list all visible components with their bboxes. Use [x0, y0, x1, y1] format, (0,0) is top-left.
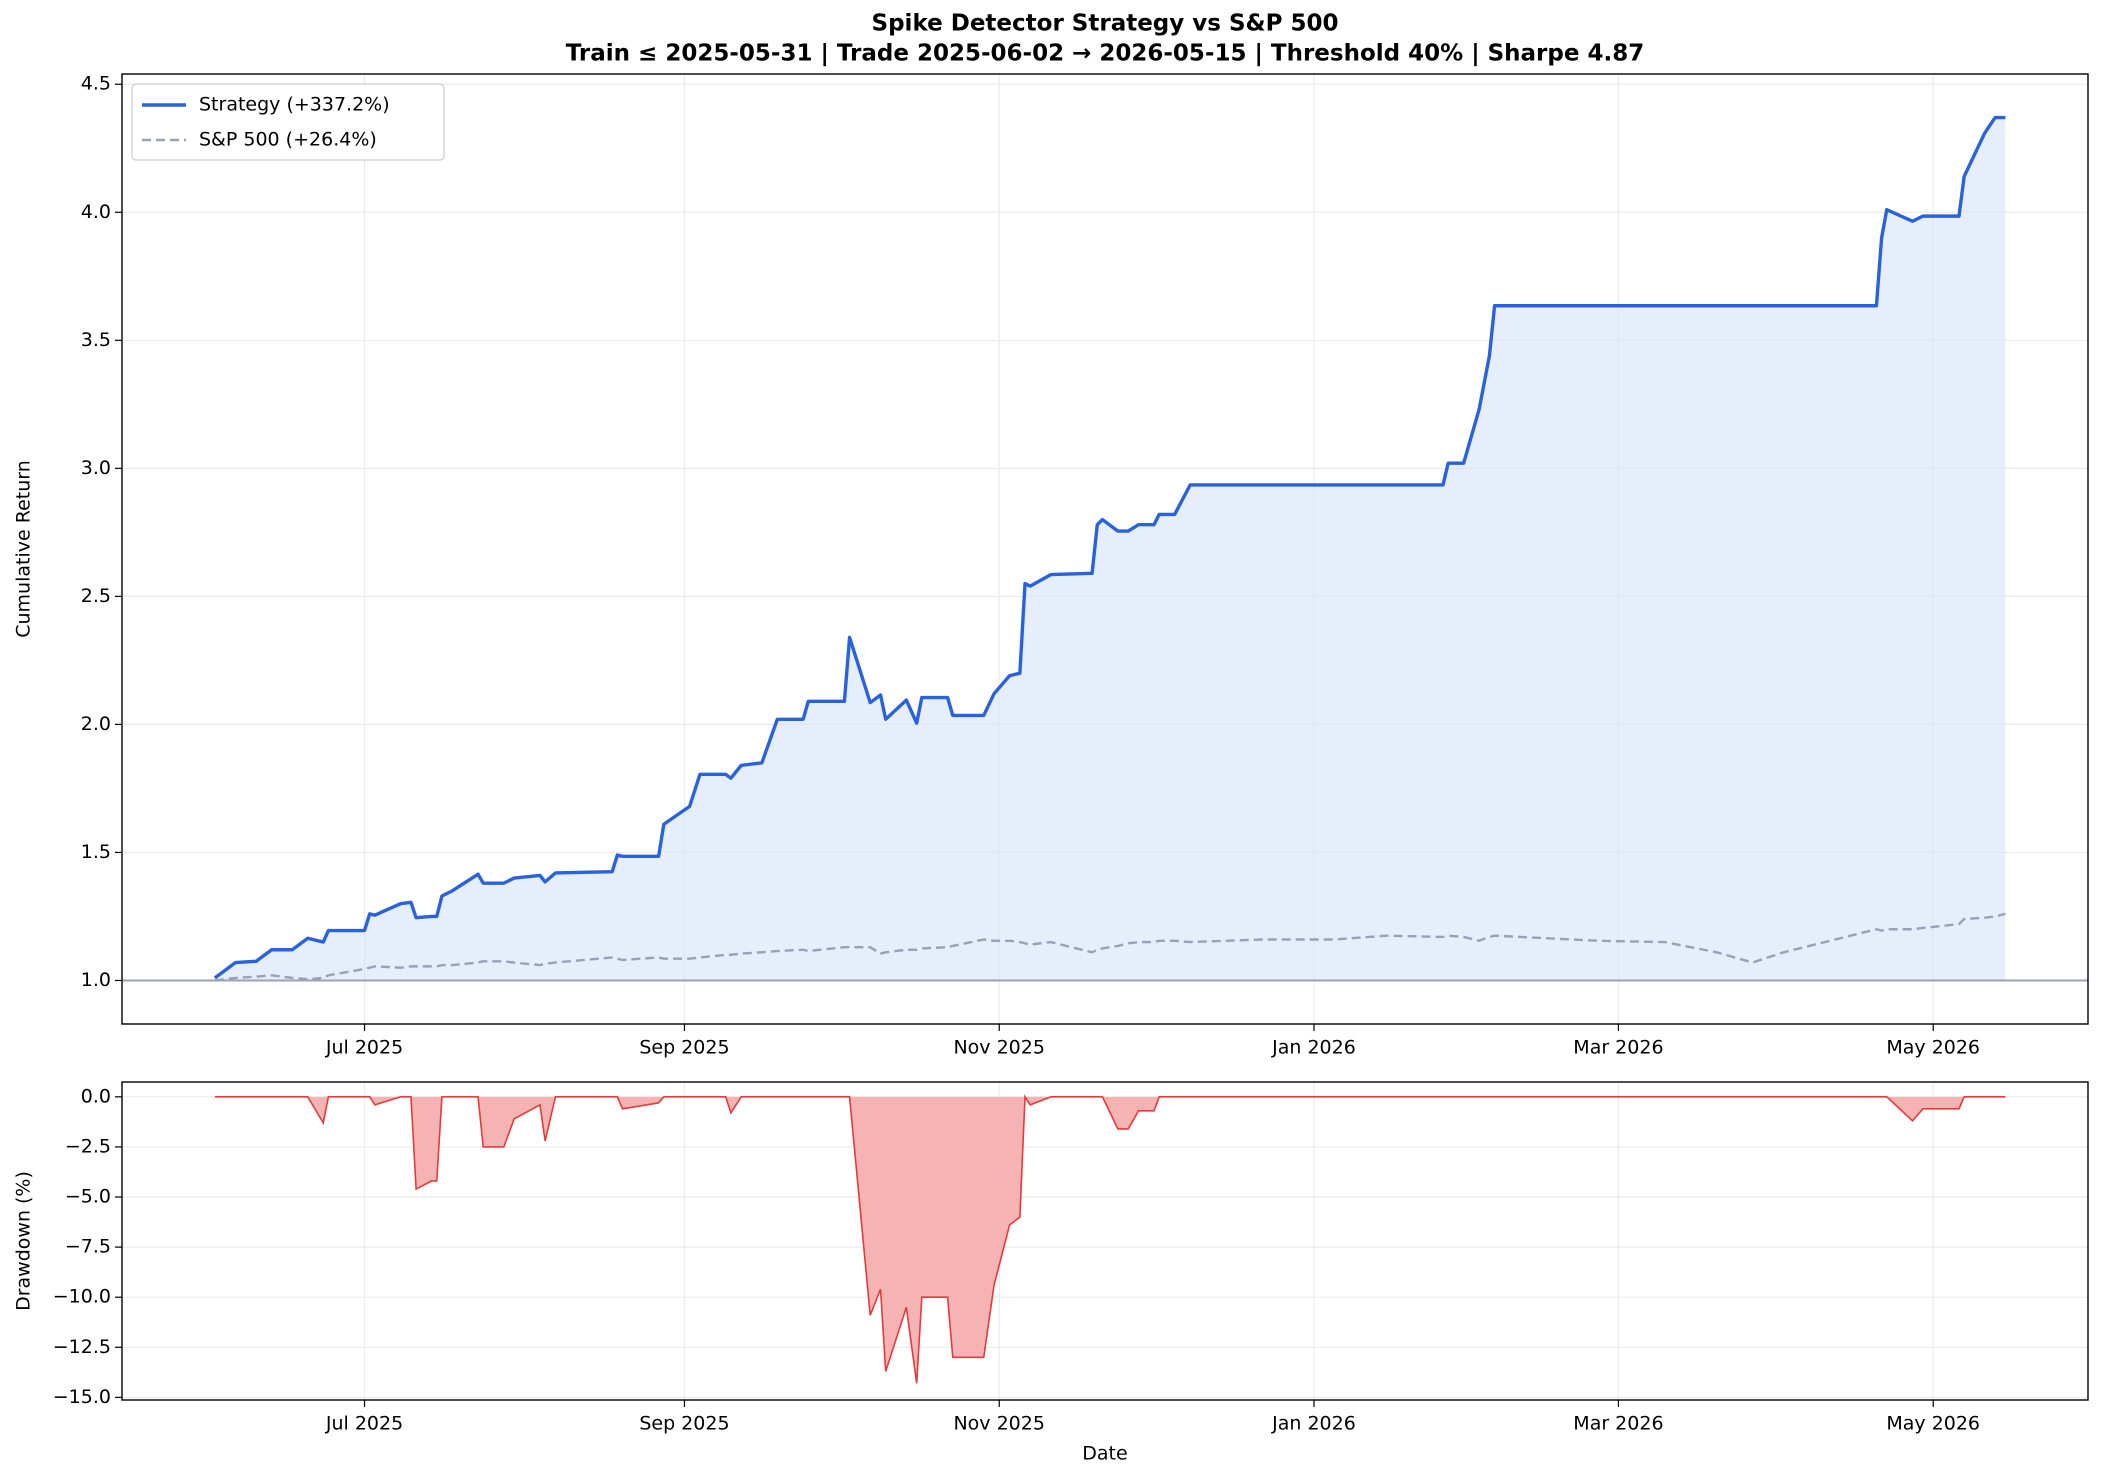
- series-line: [214, 912, 2006, 982]
- x-tick-label: Mar 2026: [1573, 1413, 1663, 1435]
- y-tick-label: 3.0: [81, 457, 111, 479]
- x-tick-label: Mar 2026: [1573, 1037, 1663, 1059]
- legend-box: [131, 83, 445, 161]
- x-axis-label: Date: [1082, 1443, 1127, 1465]
- y-tick-label: 2.5: [81, 585, 111, 607]
- y-tick-label: 0.0: [81, 1085, 111, 1107]
- area-fill: [214, 117, 2006, 981]
- chart-title: Spike Detector Strategy vs S&P 500: [872, 11, 1339, 37]
- x-tick-label: Jan 2026: [1271, 1037, 1356, 1059]
- axes-frame: [121, 73, 2089, 1025]
- y-tick-label: 1.0: [81, 969, 111, 991]
- x-tick-label: Jan 2026: [1271, 1413, 1356, 1435]
- x-tick-label: Nov 2025: [953, 1037, 1044, 1059]
- x-tick-label: Sep 2025: [639, 1037, 729, 1059]
- y-axis-label: Cumulative Return: [13, 460, 35, 638]
- series-line: [214, 1094, 2006, 1384]
- x-tick-label: May 2026: [1886, 1413, 1980, 1435]
- y-tick-label: 2.0: [81, 713, 111, 735]
- y-tick-label: −12.5: [53, 1336, 111, 1358]
- series-line: [213, 115, 2006, 980]
- x-tick-label: Sep 2025: [639, 1413, 729, 1435]
- y-tick-label: 4.0: [81, 201, 111, 223]
- y-tick-label: 4.5: [81, 73, 111, 95]
- y-axis-label: Drawdown (%): [13, 1171, 35, 1311]
- legend-label: Strategy (+337.2%): [199, 94, 390, 116]
- y-tick-label: 3.5: [81, 329, 111, 351]
- y-tick-label: −15.0: [53, 1386, 111, 1408]
- y-tick-label: −7.5: [65, 1236, 111, 1258]
- y-tick-label: −2.5: [65, 1135, 111, 1157]
- chart-subtitle: Train ≤ 2025-05-31 | Trade 2025-06-02 → …: [566, 41, 1644, 67]
- y-tick-label: 1.5: [81, 841, 111, 863]
- x-tick-label: Nov 2025: [953, 1413, 1044, 1435]
- y-tick-label: −5.0: [65, 1186, 111, 1208]
- x-tick-label: May 2026: [1886, 1037, 1980, 1059]
- axes-frame: [121, 1081, 2089, 1401]
- legend-label: S&P 500 (+26.4%): [199, 129, 377, 151]
- x-tick-label: Jul 2025: [325, 1037, 403, 1059]
- y-tick-label: −10.0: [53, 1286, 111, 1308]
- x-tick-label: Jul 2025: [325, 1413, 403, 1435]
